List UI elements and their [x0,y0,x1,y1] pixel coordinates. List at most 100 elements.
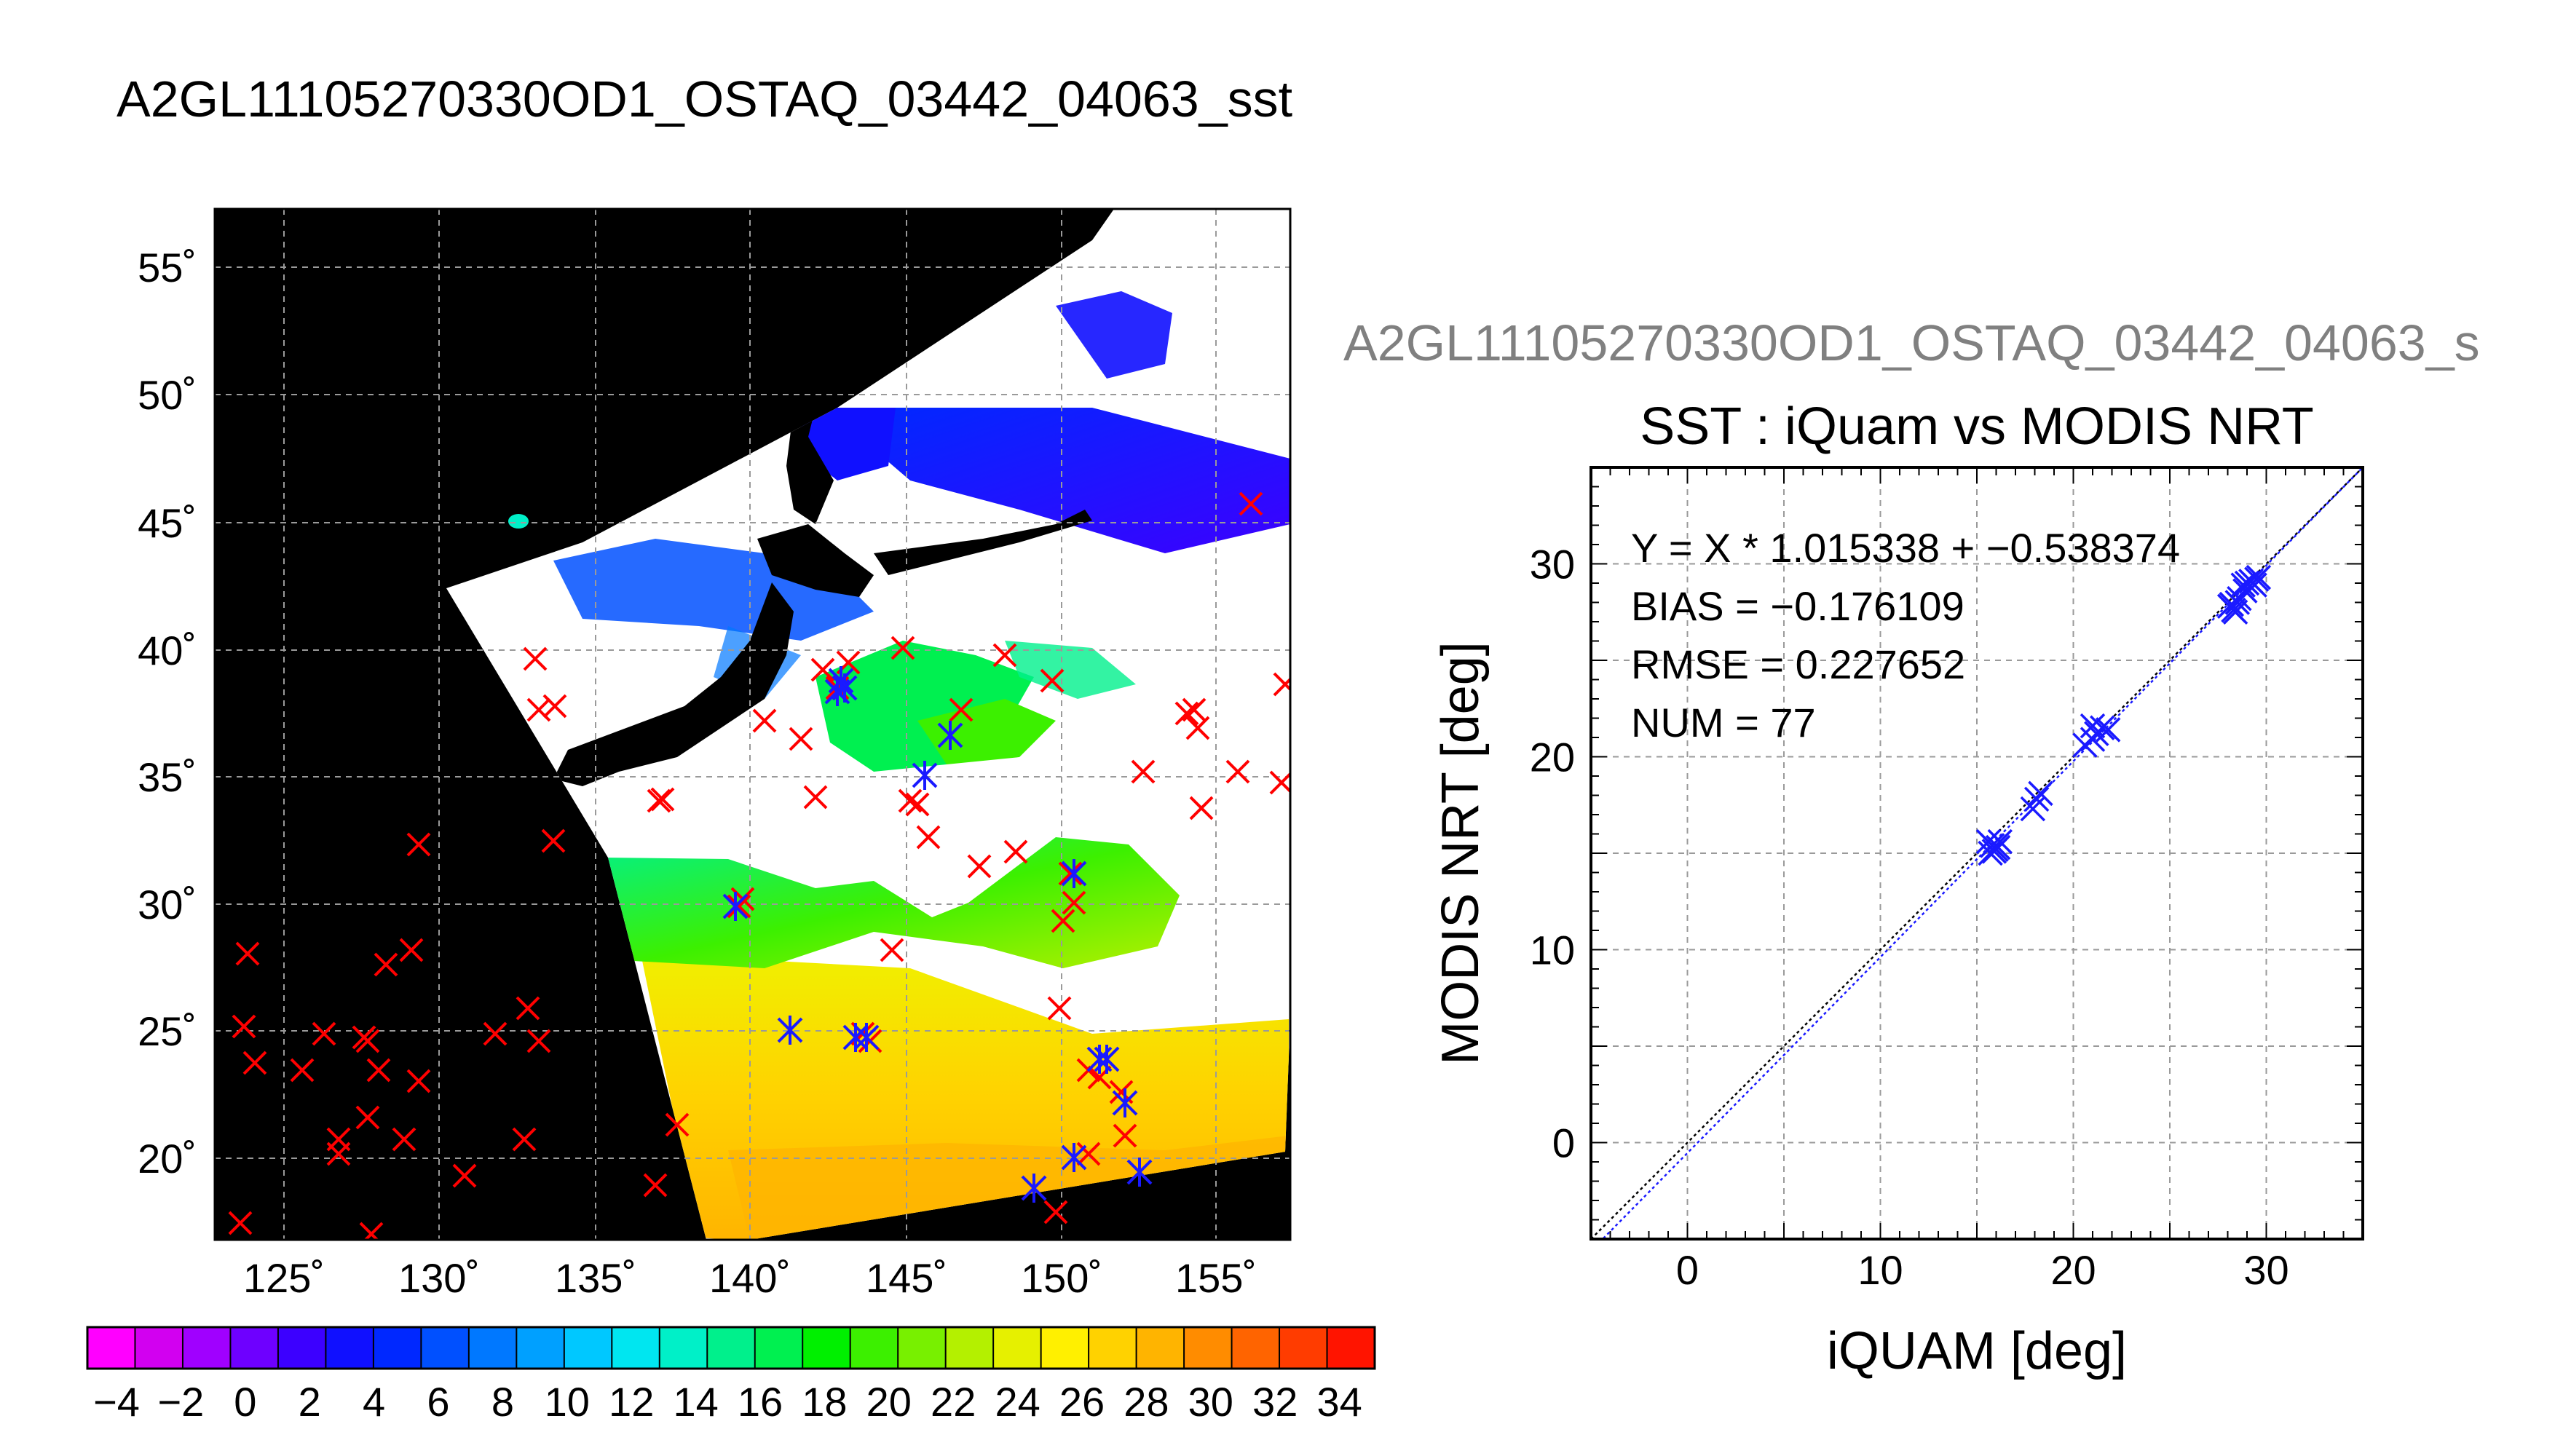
sst-teal-field [1005,641,1136,699]
iquam-marker [1076,1142,1101,1166]
colorbar-tick-label: 8 [491,1379,514,1425]
lon-label: 125˚ [243,1255,325,1301]
colorbar-labels: −4 −2 0 2 4 6 8 10 12 14 16 18 20 22 24 26 28 30 32 34 [93,1379,1362,1425]
x-tick-label: 10 [1857,1247,1903,1293]
matchup-marker [1112,1088,1138,1117]
iquam-marker [752,708,777,733]
colorbar-segment [993,1327,1042,1369]
iquam-marker [898,788,923,813]
colorbar-segment [182,1327,231,1369]
colorbar-tick-label: −2 [157,1379,204,1425]
lon-label: 135˚ [555,1255,636,1301]
sst-map: 55˚ 50˚ 45˚ 40˚ 35˚ 30˚ 25˚ 20˚ 125˚ 130… [138,207,1292,1301]
x-tick-label: 20 [2050,1247,2096,1293]
scatter-point [1985,834,2011,860]
y-axis-label: MODIS NRT [deg] [1431,641,1490,1065]
rmse-stat: RMSE = 0.227652 [1631,641,1965,687]
scatter-points [1975,564,2272,866]
colorbar-tick-label: 28 [1124,1379,1169,1425]
colorbar-segment [1231,1327,1280,1369]
iquam-marker [399,938,424,962]
iquam-marker [406,1069,431,1093]
colorbar-segment [945,1327,994,1369]
scatter-point [1978,840,2003,866]
hokkaido-land [757,524,874,597]
colorbar: −4 −2 0 2 4 6 8 10 12 14 16 18 20 22 24 26 28 30 32 34 [86,1326,1376,1425]
scatter-title: SST : iQuam vs MODIS NRT [1640,397,2314,456]
colorbar-tick-label: 18 [802,1379,847,1425]
iquam-marker [406,832,431,857]
y-tick-label: 30 [1530,542,1575,587]
matchup-marker [1021,1174,1047,1203]
colorbar-tick-label: 14 [673,1379,718,1425]
colorbar-tick-label: 30 [1188,1379,1233,1425]
matchup-marker [1061,859,1087,888]
colorbar-segment [1279,1327,1328,1369]
colorbar-segment [1327,1327,1375,1369]
lat-label: 50˚ [138,372,197,418]
scatter-point [2020,796,2046,822]
scatter-point [2234,570,2260,596]
iquam-marker [1040,668,1065,693]
lat-label: 25˚ [138,1008,197,1054]
honshu-land [553,582,794,786]
y-tick-label: 0 [1552,1120,1575,1166]
scatter-point [2028,780,2053,807]
iquam-marker [526,1029,551,1053]
iquam-marker [1273,672,1290,697]
colorbar-tick-label: 22 [931,1379,976,1425]
lon-label: 130˚ [398,1255,480,1301]
colorbar-tick-label: 4 [363,1379,385,1425]
iquam-marker [643,1173,668,1198]
iquam-marker [1174,701,1199,726]
iquam-marker [1113,1123,1137,1148]
iquam-marker [1189,796,1214,820]
colorbar-segment [373,1327,422,1369]
iquam-marker [359,1222,384,1240]
colorbar-tick-label: −4 [93,1379,140,1425]
iquam-marker [326,1142,351,1166]
iquam-marker [483,1021,508,1046]
lat-label: 45˚ [138,500,197,546]
iquam-marker [242,1051,267,1075]
iquam-marker [650,787,675,812]
colorbar-segment [659,1327,708,1369]
iquam-marker [949,697,974,722]
colorbar-tick-label: 12 [609,1379,654,1425]
colorbar-tick-label: 0 [234,1379,256,1425]
colorbar-tick-label: 24 [995,1379,1040,1425]
scatter-point [2023,786,2050,812]
iquam-marker [905,792,930,817]
colorbar-tick-label: 26 [1059,1379,1105,1425]
colorbar-segment [230,1327,279,1369]
map-markers [228,491,1290,1240]
iquam-marker [512,1127,537,1152]
colorbar-frame [86,1326,1376,1370]
colorbar-tick-label: 10 [545,1379,590,1425]
colorbar-tick-label: 16 [738,1379,783,1425]
scatter-point [2080,727,2106,752]
colorbar-tick-label: 20 [866,1379,912,1425]
iquam-marker [810,657,835,682]
colorbar-segment [850,1327,899,1369]
x-tick-label: 30 [2243,1247,2289,1293]
iquam-marker [452,1163,477,1188]
iquam-marker [366,1058,391,1083]
iquam-marker [542,694,567,719]
count-stat: NUM = 77 [1631,700,1816,745]
colorbar-segments [87,1327,1375,1369]
y-tick-label: 10 [1530,927,1575,973]
iquam-marker [880,938,904,962]
iquam-marker [967,854,992,879]
colorbar-tick-label: 34 [1316,1379,1362,1425]
plot-frame [1590,466,2364,1241]
colorbar-segment [1089,1327,1137,1369]
matchup-marker [722,892,749,921]
matchup-marker [937,721,963,750]
colorbar-segment [277,1327,326,1369]
colorbar-tick-label: 32 [1252,1379,1298,1425]
colorbar-segment [1040,1327,1089,1369]
sst-green-field-2 [917,699,1056,764]
iquam-marker [312,1021,336,1046]
colorbar-segment [87,1327,135,1369]
